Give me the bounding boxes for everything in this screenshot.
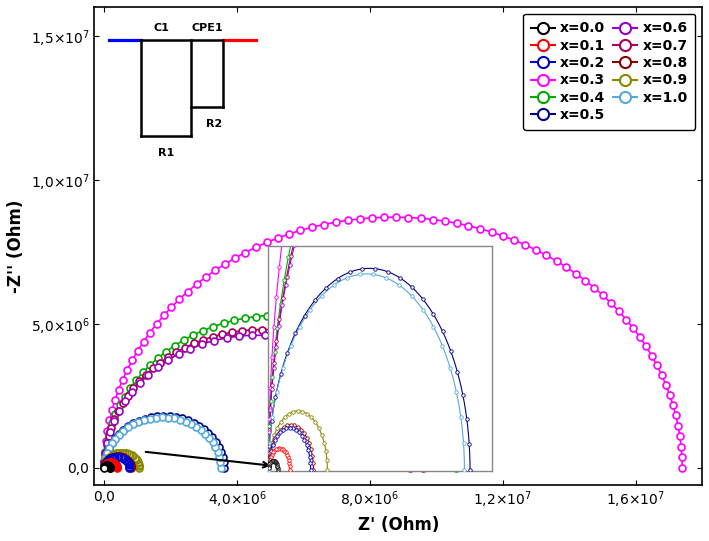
- X-axis label: Z' (Ohm): Z' (Ohm): [357, 516, 439, 534]
- Legend: x=0.0, x=0.1, x=0.2, x=0.3, x=0.4, x=0.5, x=0.6, x=0.7, x=0.8, x=0.9, x=1.0: x=0.0, x=0.1, x=0.2, x=0.3, x=0.4, x=0.5…: [523, 14, 696, 130]
- Y-axis label: -Z'' (Ohm): -Z'' (Ohm): [7, 199, 25, 293]
